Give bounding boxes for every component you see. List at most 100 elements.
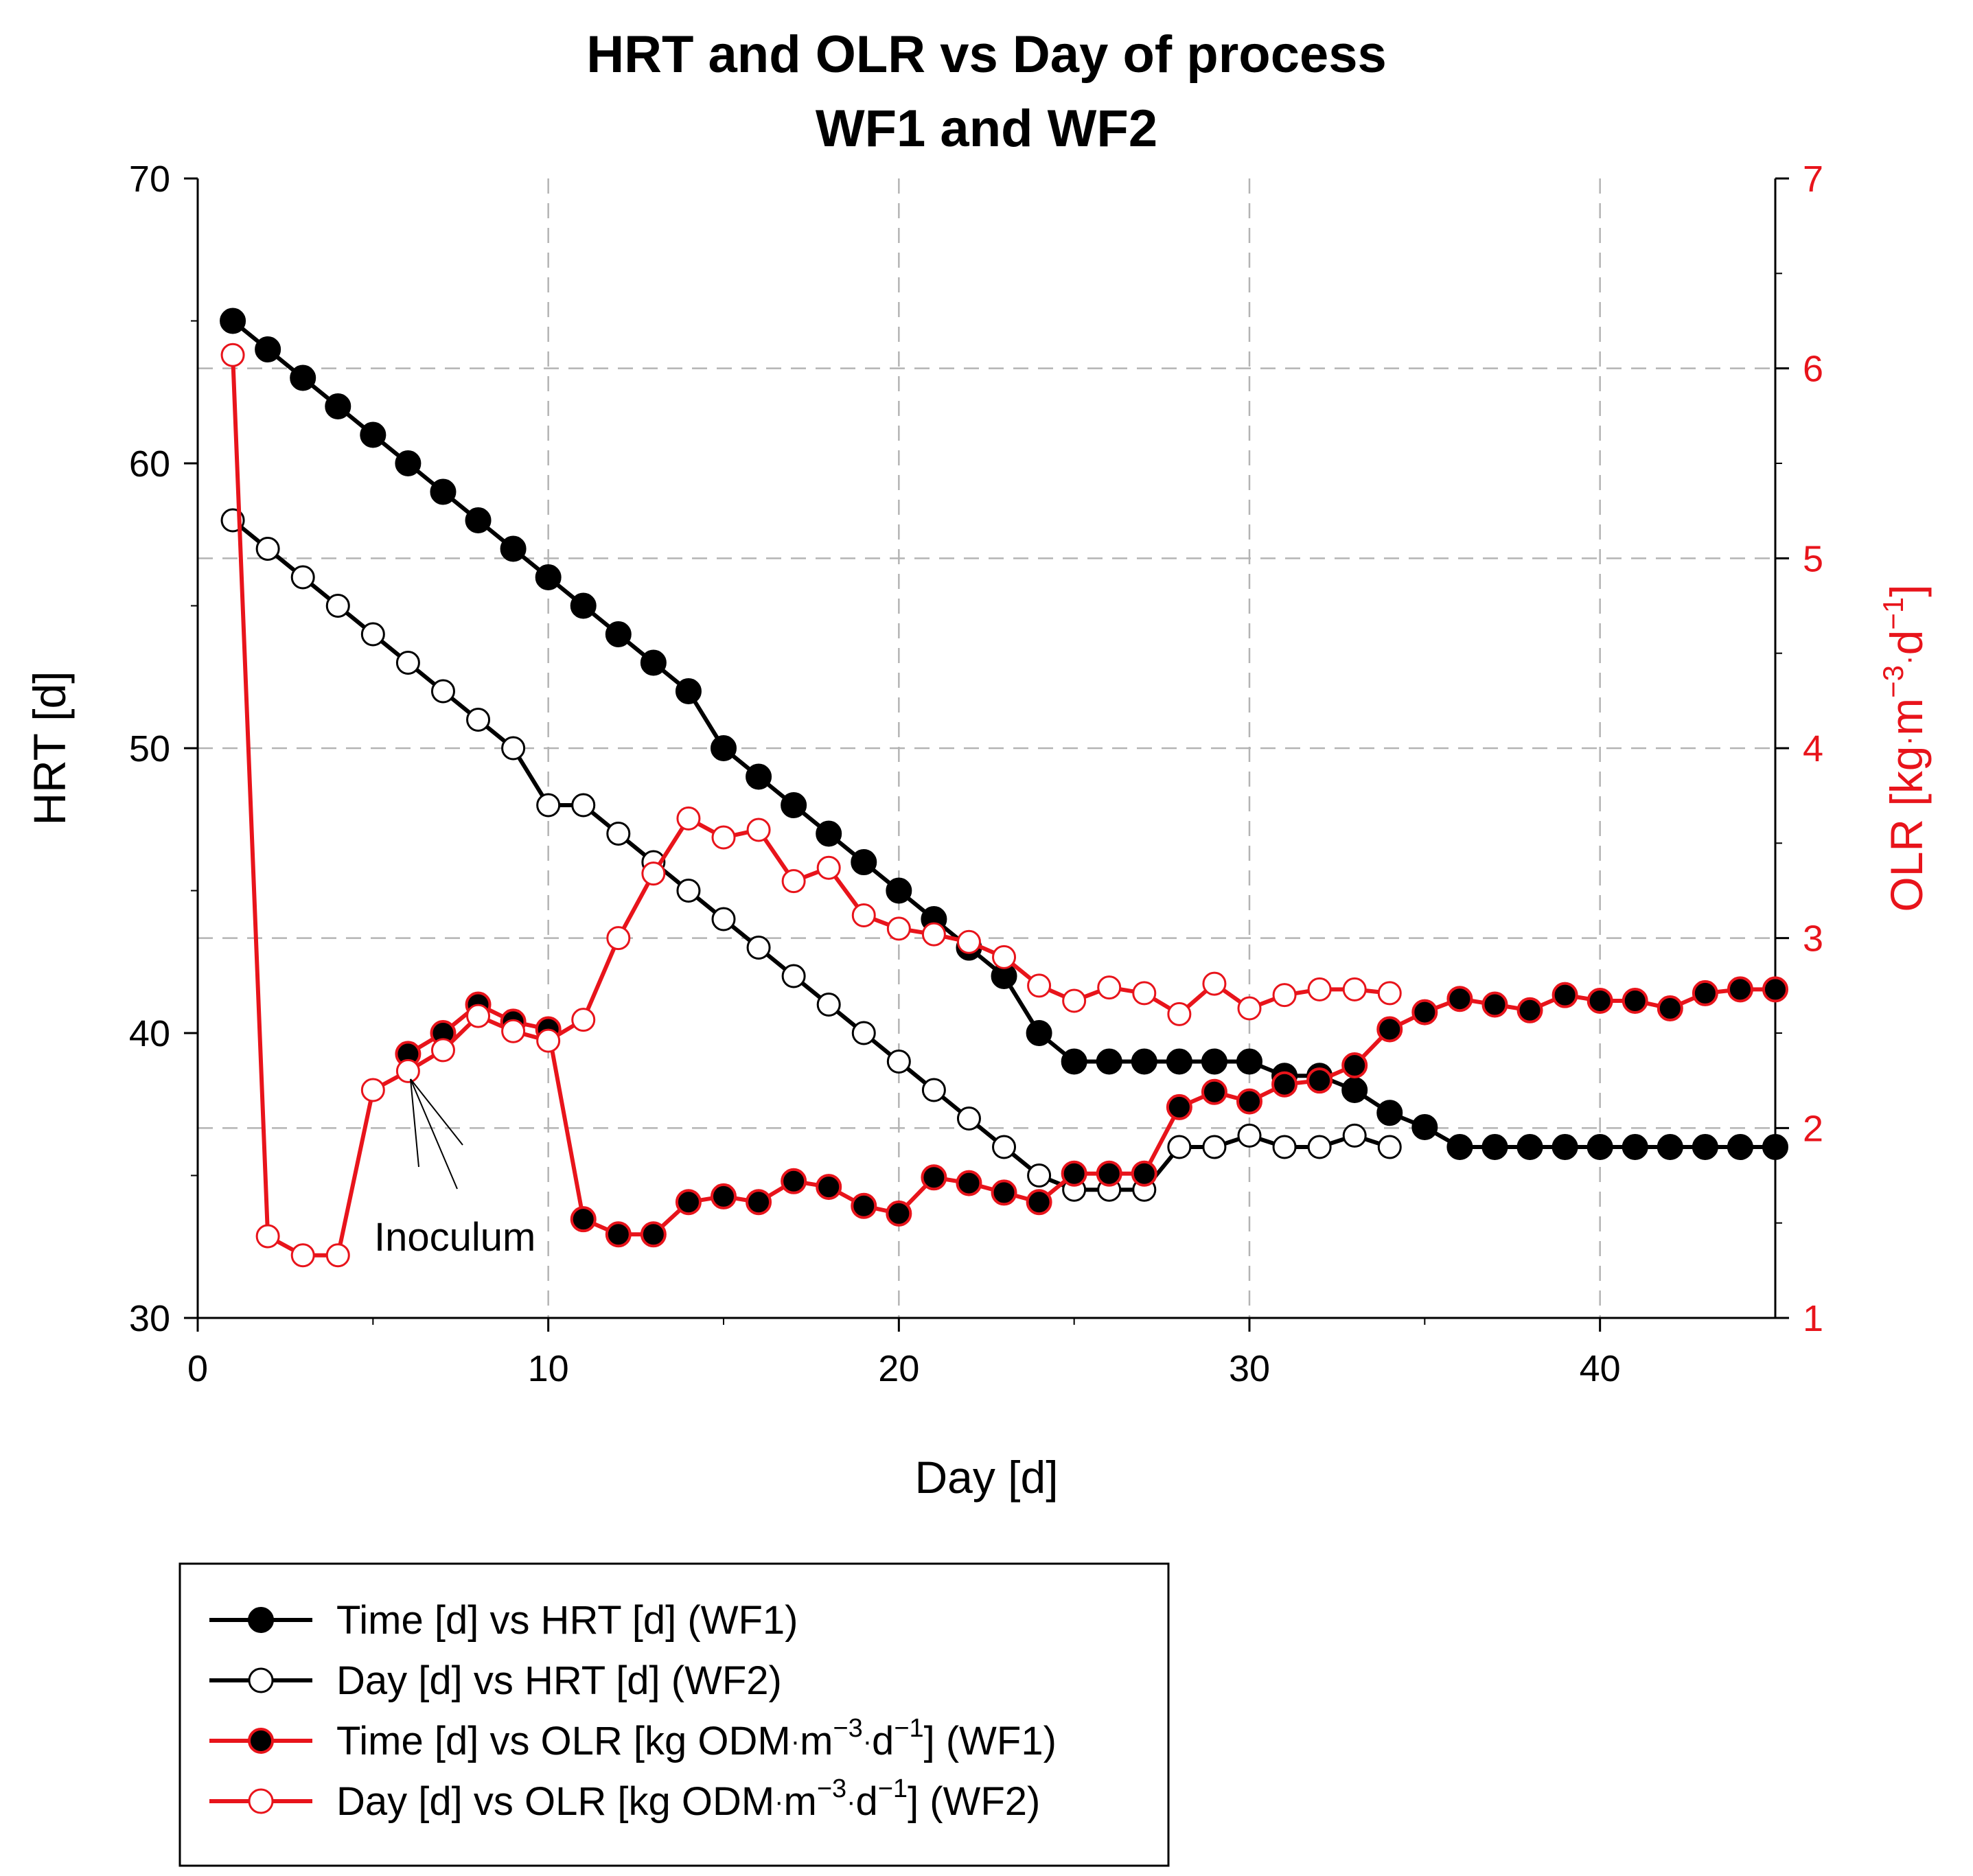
- hrt-wf2-point: [466, 708, 491, 732]
- legend-label-part: −1: [878, 1774, 908, 1803]
- right-axis-ticks: 1 2 3 4 5 6 7: [1775, 159, 1823, 1339]
- legend-label-part: d: [872, 1719, 894, 1763]
- olr-wf1-point: [1131, 1160, 1157, 1187]
- hrt-wf1-point: [360, 421, 386, 448]
- legend-label-part: −1: [894, 1714, 923, 1743]
- hrt-wf2-point: [255, 537, 280, 561]
- olr-wf1-point: [1376, 1016, 1403, 1043]
- hrt-wf2-point: [501, 736, 526, 761]
- olr-wf1-point: [1201, 1078, 1227, 1105]
- olr-wf2-point: [1272, 983, 1297, 1008]
- hrt-wf1-point: [1411, 1113, 1438, 1140]
- inoculum-annotation: Inoculum: [374, 1215, 535, 1260]
- olr-wf2-point: [746, 818, 771, 842]
- hrt-wf1-point: [290, 364, 316, 391]
- hrt-wf1-point: [1622, 1134, 1648, 1160]
- hrt-wf1-point: [1131, 1048, 1157, 1075]
- hrt-wf1-point: [1692, 1134, 1718, 1160]
- olr-wf1-point: [640, 1221, 667, 1248]
- hrt-wf1-point: [1166, 1048, 1192, 1075]
- right-axis-label-sup2: −1: [1877, 597, 1909, 630]
- right-axis-label-close: ]: [1881, 584, 1932, 597]
- hrt-wf2-point: [851, 1021, 876, 1045]
- olr-wf2-point: [1342, 977, 1367, 1001]
- hrt-wf2-point: [1202, 1135, 1227, 1159]
- legend-label-part: ] (WF2): [908, 1779, 1040, 1824]
- olr-wf2-point: [1307, 977, 1332, 1001]
- olr-wf1-point: [1446, 986, 1473, 1012]
- legend-label-part: ·: [863, 1726, 872, 1757]
- left-tick-label: 30: [129, 1298, 170, 1339]
- olr-wf1-point: [1481, 991, 1508, 1018]
- hrt-wf2-point: [746, 936, 771, 960]
- olr-wf1-point: [816, 1174, 842, 1201]
- olr-wf2-point: [290, 1243, 315, 1268]
- hrt-wf1-point: [430, 478, 457, 505]
- hrt-wf2-point: [1167, 1135, 1192, 1159]
- olr-wf1-point: [1341, 1052, 1368, 1079]
- hrt-wf1-point: [1762, 1134, 1788, 1160]
- olr-wf1-point: [1061, 1160, 1087, 1187]
- olr-wf1-point: [1762, 976, 1788, 1003]
- legend-swatch-marker: [248, 1607, 274, 1633]
- olr-wf1-line: [406, 987, 1775, 1237]
- legend-label-part: −3: [833, 1714, 862, 1743]
- right-tick-label: 4: [1803, 728, 1823, 769]
- olr-wf1-point: [1026, 1189, 1052, 1216]
- hrt-wf1-point: [781, 792, 807, 818]
- right-axis-label-dot1: ·: [1891, 736, 1925, 746]
- left-tick-label: 40: [129, 1013, 170, 1054]
- hrt-wf1-point: [1727, 1134, 1753, 1160]
- hrt-wf1-point: [255, 336, 281, 362]
- hrt-wf2-point: [1377, 1135, 1402, 1159]
- hrt-wf1-point: [816, 820, 842, 847]
- x-axis-label: Day [d]: [914, 1452, 1058, 1503]
- hrt-wf1-line: [231, 319, 1775, 1149]
- hrt-wf1-point: [605, 621, 632, 647]
- hrt-wf1-point: [465, 507, 492, 533]
- olr-wf2-point: [501, 1019, 526, 1043]
- olr-wf1-point: [1166, 1093, 1192, 1120]
- olr-wf1-point: [675, 1189, 702, 1216]
- olr-wf1-point: [921, 1164, 947, 1191]
- olr-wf2-point: [816, 855, 841, 880]
- right-axis-label-m: m: [1881, 698, 1932, 736]
- x-tick-label: 0: [187, 1348, 208, 1389]
- legend-label-part: Time [d] vs OLR [kg ODM: [336, 1719, 791, 1763]
- right-tick-label: 5: [1803, 538, 1823, 579]
- legend-swatch-marker: [248, 1788, 274, 1814]
- hrt-wf2-point: [1342, 1123, 1367, 1148]
- right-tick-label: 6: [1803, 349, 1823, 390]
- legend-label-part: −3: [817, 1774, 846, 1803]
- x-tick-label: 10: [528, 1348, 569, 1389]
- olr-wf1-point: [1236, 1088, 1262, 1115]
- olr-wf2-point: [1237, 996, 1262, 1021]
- hrt-wf2-point: [921, 1078, 946, 1102]
- inoculum-arrows: [410, 1078, 463, 1190]
- left-tick-label: 50: [129, 728, 170, 769]
- hrt-wf1-point: [1657, 1134, 1683, 1160]
- olr-wf2-point: [711, 825, 736, 850]
- olr-wf2-point: [921, 922, 946, 947]
- hrt-wf1-point: [886, 877, 912, 904]
- legend-label-part: ·: [791, 1726, 800, 1757]
- hrt-wf2-point: [536, 793, 561, 818]
- hrt-wf1-point: [746, 763, 772, 790]
- olr-wf2-point: [606, 926, 631, 951]
- olr-wf1-point: [851, 1192, 877, 1219]
- x-axis-ticks: 0 10 20 30 40: [187, 1318, 1621, 1389]
- olr-wf1-point: [781, 1168, 807, 1194]
- legend-label-part: ] (WF1): [924, 1719, 1057, 1763]
- hrt-wf1-point: [1516, 1134, 1543, 1160]
- olr-wf2-point: [781, 869, 806, 894]
- olr-wf1-point: [1516, 997, 1543, 1023]
- left-tick-label: 60: [129, 443, 170, 485]
- olr-wf1-point: [956, 1170, 982, 1196]
- right-axis-label-d: d: [1881, 630, 1932, 656]
- hrt-wf2-point: [956, 1107, 981, 1131]
- olr-wf2-point: [1377, 981, 1402, 1006]
- olr-wf2-point: [325, 1243, 350, 1268]
- hrt-wf2-point: [571, 793, 596, 818]
- legend-entry-label: Day [d] vs HRT [d] (WF2): [336, 1658, 782, 1703]
- legend-swatch-marker: [248, 1667, 274, 1693]
